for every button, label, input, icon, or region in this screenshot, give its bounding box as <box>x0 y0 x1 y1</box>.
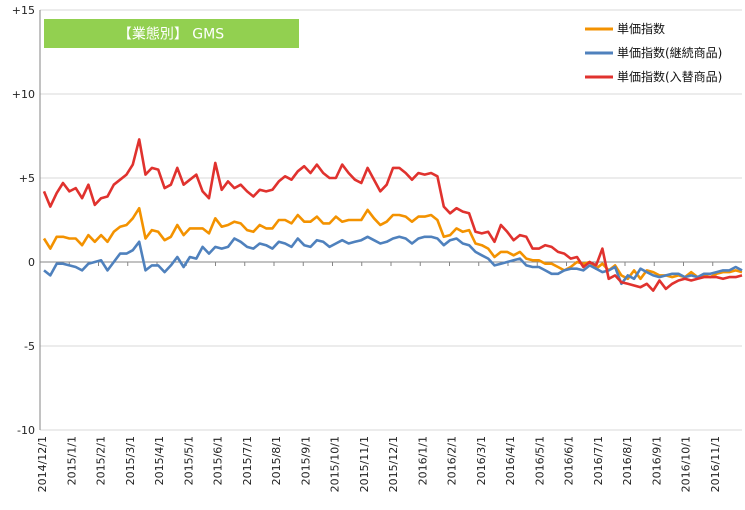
series-line-3 <box>42 138 743 292</box>
y-tick-label: +5 <box>19 172 35 185</box>
chart-title-box: 【業態別】 GMS <box>44 19 299 48</box>
x-tick-label: 2016/8/1 <box>621 436 634 485</box>
x-tick-label: 2015/5/1 <box>182 436 195 485</box>
x-tick-label: 2015/4/1 <box>153 436 166 485</box>
chart-title: 【業態別】 GMS <box>118 27 224 43</box>
x-tick-label: 2015/8/1 <box>270 436 283 485</box>
x-tick-label: 2016/5/1 <box>533 436 546 485</box>
chart-title-background <box>44 19 299 48</box>
x-tick-label: 2015/2/1 <box>95 436 108 485</box>
y-tick-label: -5 <box>24 340 35 353</box>
y-tick-label: +15 <box>12 4 35 17</box>
x-tick-label: 2015/3/1 <box>124 436 137 485</box>
x-tick-label: 2015/12/1 <box>387 436 400 492</box>
x-tick-label: 2015/10/1 <box>329 436 342 492</box>
x-tick-label: 2016/4/1 <box>504 436 517 485</box>
y-tick-label: 0 <box>28 256 35 269</box>
x-tick-label: 2016/6/1 <box>563 436 576 485</box>
legend-label: 単価指数(入替商品) <box>617 69 722 84</box>
x-tick-label: 2016/3/1 <box>475 436 488 485</box>
y-tick-label: +10 <box>12 88 35 101</box>
series-lines <box>42 138 743 292</box>
x-tick-label: 2015/7/1 <box>241 436 254 485</box>
legend-label: 単価指数 <box>617 21 665 36</box>
axes <box>39 10 742 430</box>
x-tick-label: 2015/1/1 <box>65 436 78 485</box>
x-tick-label: 2016/9/1 <box>650 436 663 485</box>
x-tick-label: 2014/12/1 <box>36 436 49 492</box>
x-tick-label: 2015/11/1 <box>358 436 371 492</box>
x-tick-label: 2016/7/1 <box>592 436 605 485</box>
x-tick-label: 2016/2/1 <box>446 436 459 485</box>
x-tick-label: 2016/11/1 <box>709 436 722 492</box>
x-tick-label: 2015/9/1 <box>299 436 312 485</box>
x-tick-label: 2016/10/1 <box>680 436 693 492</box>
legend-label: 単価指数(継続商品) <box>617 45 722 60</box>
x-tick-label: 2015/6/1 <box>212 436 225 485</box>
x-tick-labels: 2014/12/1 2015/1/1 2015/2/1 2015/3/1 2015/4/… <box>36 436 722 492</box>
y-tick-label: -10 <box>17 424 35 437</box>
series-line-2 <box>43 235 743 286</box>
x-tick-label: 2016/1/1 <box>416 436 429 485</box>
y-tick-labels: +15 +10 +5 0 -5 -10 <box>12 4 35 437</box>
